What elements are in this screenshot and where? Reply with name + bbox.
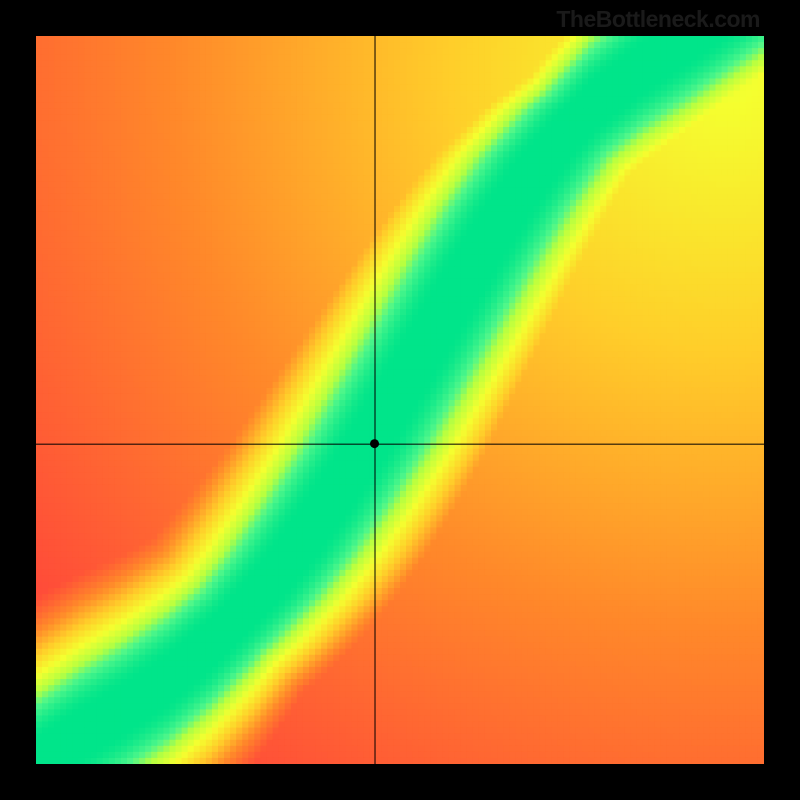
heatmap-plot (36, 36, 764, 764)
watermark-text: TheBottleneck.com (556, 6, 760, 33)
